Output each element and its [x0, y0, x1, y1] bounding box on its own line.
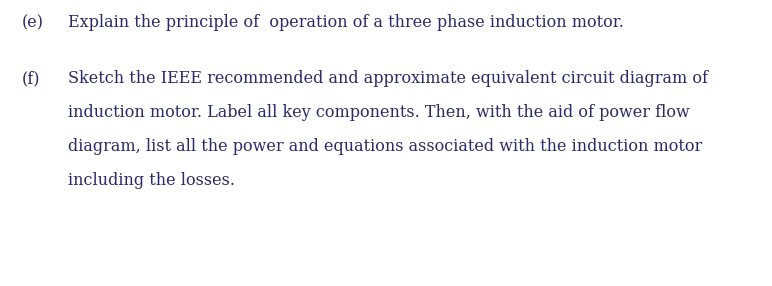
- Text: Explain the principle of  operation of a three phase induction motor.: Explain the principle of operation of a …: [68, 14, 624, 31]
- Text: including the losses.: including the losses.: [68, 172, 235, 189]
- Text: Sketch the IEEE recommended and approximate equivalent circuit diagram of: Sketch the IEEE recommended and approxim…: [68, 70, 708, 87]
- Text: induction motor. Label all key components. Then, with the aid of power flow: induction motor. Label all key component…: [68, 104, 689, 121]
- Text: (e): (e): [22, 14, 44, 31]
- Text: diagram, list all the power and equations associated with the induction motor: diagram, list all the power and equation…: [68, 138, 703, 155]
- Text: (f): (f): [22, 70, 40, 87]
